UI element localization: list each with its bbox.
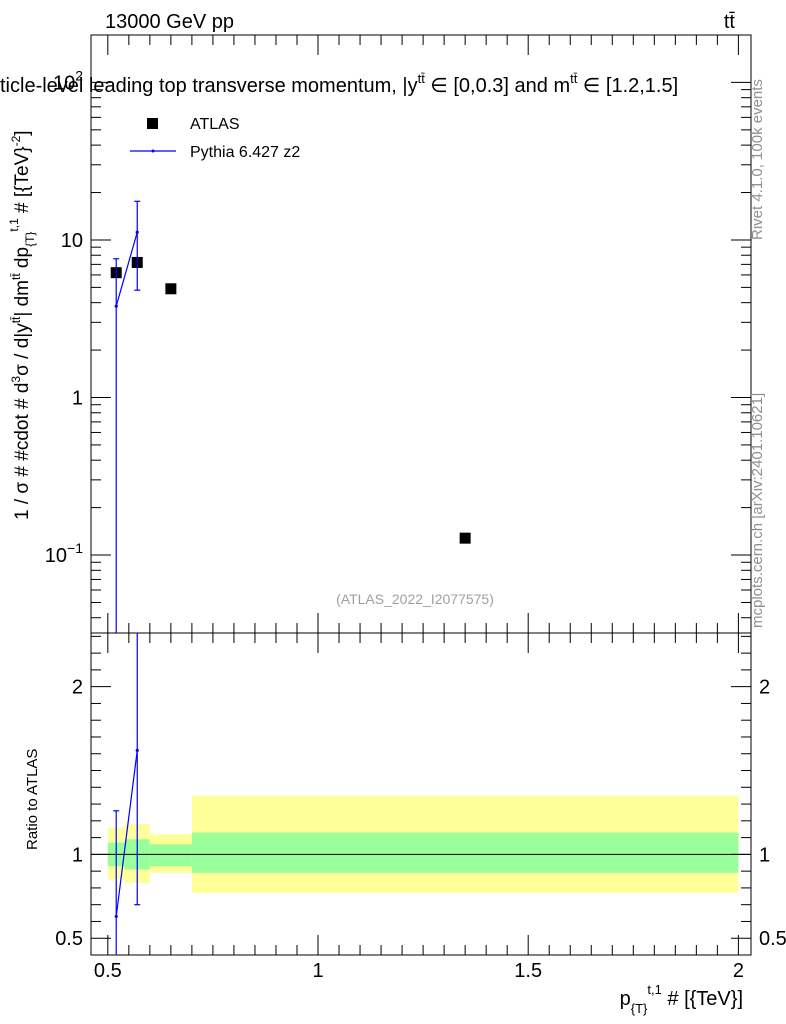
title-text-c: ∈ [1.2,1.5] xyxy=(577,75,678,97)
x-tick-label: 1 xyxy=(312,960,323,982)
legend-pythia-label: Pythia 6.427 z2 xyxy=(190,144,300,161)
ylabel-part-1: 1 / σ # #cdot # d xyxy=(12,383,33,520)
main-frame xyxy=(90,34,752,634)
ylabel-part-3: | dm xyxy=(12,280,33,317)
tick-exponent: 2 xyxy=(75,67,83,83)
main-y-tick-label: 10−1 xyxy=(45,540,83,567)
ratio-frame xyxy=(90,632,752,956)
title-tt-sup-2: tt̄ xyxy=(570,71,578,86)
ratio-data-layer xyxy=(113,633,141,955)
legend-pythia-marker xyxy=(151,149,155,153)
ratio-stat-uncertainty-band xyxy=(149,844,192,867)
xlabel-sub-T: {T} xyxy=(631,1001,648,1016)
x-tick-label: 0.5 xyxy=(94,960,122,982)
ylabel-part-6: ] xyxy=(12,130,33,135)
ratio-stat-uncertainty-band xyxy=(191,832,739,873)
ratio-pythia-point xyxy=(135,748,139,752)
legend: ATLAS Pythia 6.427 z2 xyxy=(130,116,300,161)
ratio-y-tick-label-right: 1 xyxy=(759,844,770,866)
x-tick-label: 2 xyxy=(733,960,744,982)
ylabel-sup-3: 3 xyxy=(9,376,23,383)
ratio-panel: 0.5 0.5 1 1 2 2 0.5 1 1.5 2 xyxy=(55,632,786,982)
ylabel-part-5: # [{TeV} xyxy=(12,146,33,218)
xlabel-p: p xyxy=(620,988,631,1010)
legend-atlas-marker xyxy=(147,118,158,129)
ratio-axis-ticks xyxy=(91,633,751,956)
ratio-y-tick-label-right: 0.5 xyxy=(759,928,786,950)
mcplots-credit-label: mcplots.cern.ch [arXiv:2401.10621] xyxy=(749,393,766,628)
title-text-b: ∈ [0,0.3] and m xyxy=(425,75,570,97)
x-axis-label: p{T} t,1 # [{TeV}] xyxy=(620,982,743,1016)
header-final-state-label: tt̄ xyxy=(724,11,736,33)
ylabel-part-4: dp xyxy=(12,247,33,273)
title-tt-sup-1: tt̄ xyxy=(418,71,426,86)
tick-base: 10 xyxy=(53,72,75,94)
rivet-version-label: Rivet 4.1.0, 100k events xyxy=(749,79,766,240)
x-tick-label: 1.5 xyxy=(514,960,542,982)
ylabel-sup-m2: -2 xyxy=(9,135,23,146)
main-y-tick-label: 102 xyxy=(53,67,83,94)
xlabel-sup-t1: t,1 xyxy=(647,982,661,997)
pythia-data-point xyxy=(135,230,139,234)
ylabel-sub-T: {T} xyxy=(23,232,37,247)
main-data-layer xyxy=(110,200,471,633)
xlabel-unit: # [{TeV}] xyxy=(662,988,743,1010)
main-axis-ticks xyxy=(91,34,751,633)
legend-atlas-label: ATLAS xyxy=(190,116,240,133)
ylabel-sup-tt-1: tt̄ xyxy=(9,316,23,323)
ratio-y-tick-label-left: 2 xyxy=(72,677,83,699)
ratio-y-tick-label-right: 2 xyxy=(759,677,770,699)
ratio-y-axis-label: Ratio to ATLAS xyxy=(24,749,41,850)
ratio-y-tick-label-left: 1 xyxy=(72,844,83,866)
title-text-a: ticle-level leading top transverse momen… xyxy=(0,75,418,97)
ylabel-sup-t1: t,1 xyxy=(7,218,21,232)
ratio-uncertainty-bands xyxy=(91,795,751,893)
tick-base: 10 xyxy=(45,545,67,567)
plot-title: ticle-level leading top transverse momen… xyxy=(0,71,678,97)
ratio-y-tick-label-left: 0.5 xyxy=(55,928,83,950)
ylabel-part-2: σ / d|y xyxy=(12,323,33,376)
main-y-axis-label: 1 / σ # #cdot # d3σ / d|ytt̄| dmtt̄ dp{T… xyxy=(7,130,37,520)
atlas-data-point xyxy=(459,532,471,544)
ratio-tick-labels: 0.5 0.5 1 1 2 2 0.5 1 1.5 2 xyxy=(55,677,786,982)
main-y-tick-label: 1 xyxy=(72,388,83,410)
header-process-label: 13000 GeV pp xyxy=(105,11,234,33)
tick-exponent: −1 xyxy=(67,540,83,556)
ylabel-sup-tt-2: tt̄ xyxy=(9,273,23,280)
ratio-pythia-line xyxy=(115,750,138,917)
analysis-watermark: (ATLAS_2022_I2077575) xyxy=(336,591,494,607)
pythia-line xyxy=(115,232,138,307)
main-y-tick-label: 10 xyxy=(61,230,83,252)
pythia-data-point xyxy=(114,304,118,308)
ratio-pythia-point xyxy=(114,914,118,919)
atlas-data-point xyxy=(165,283,177,295)
